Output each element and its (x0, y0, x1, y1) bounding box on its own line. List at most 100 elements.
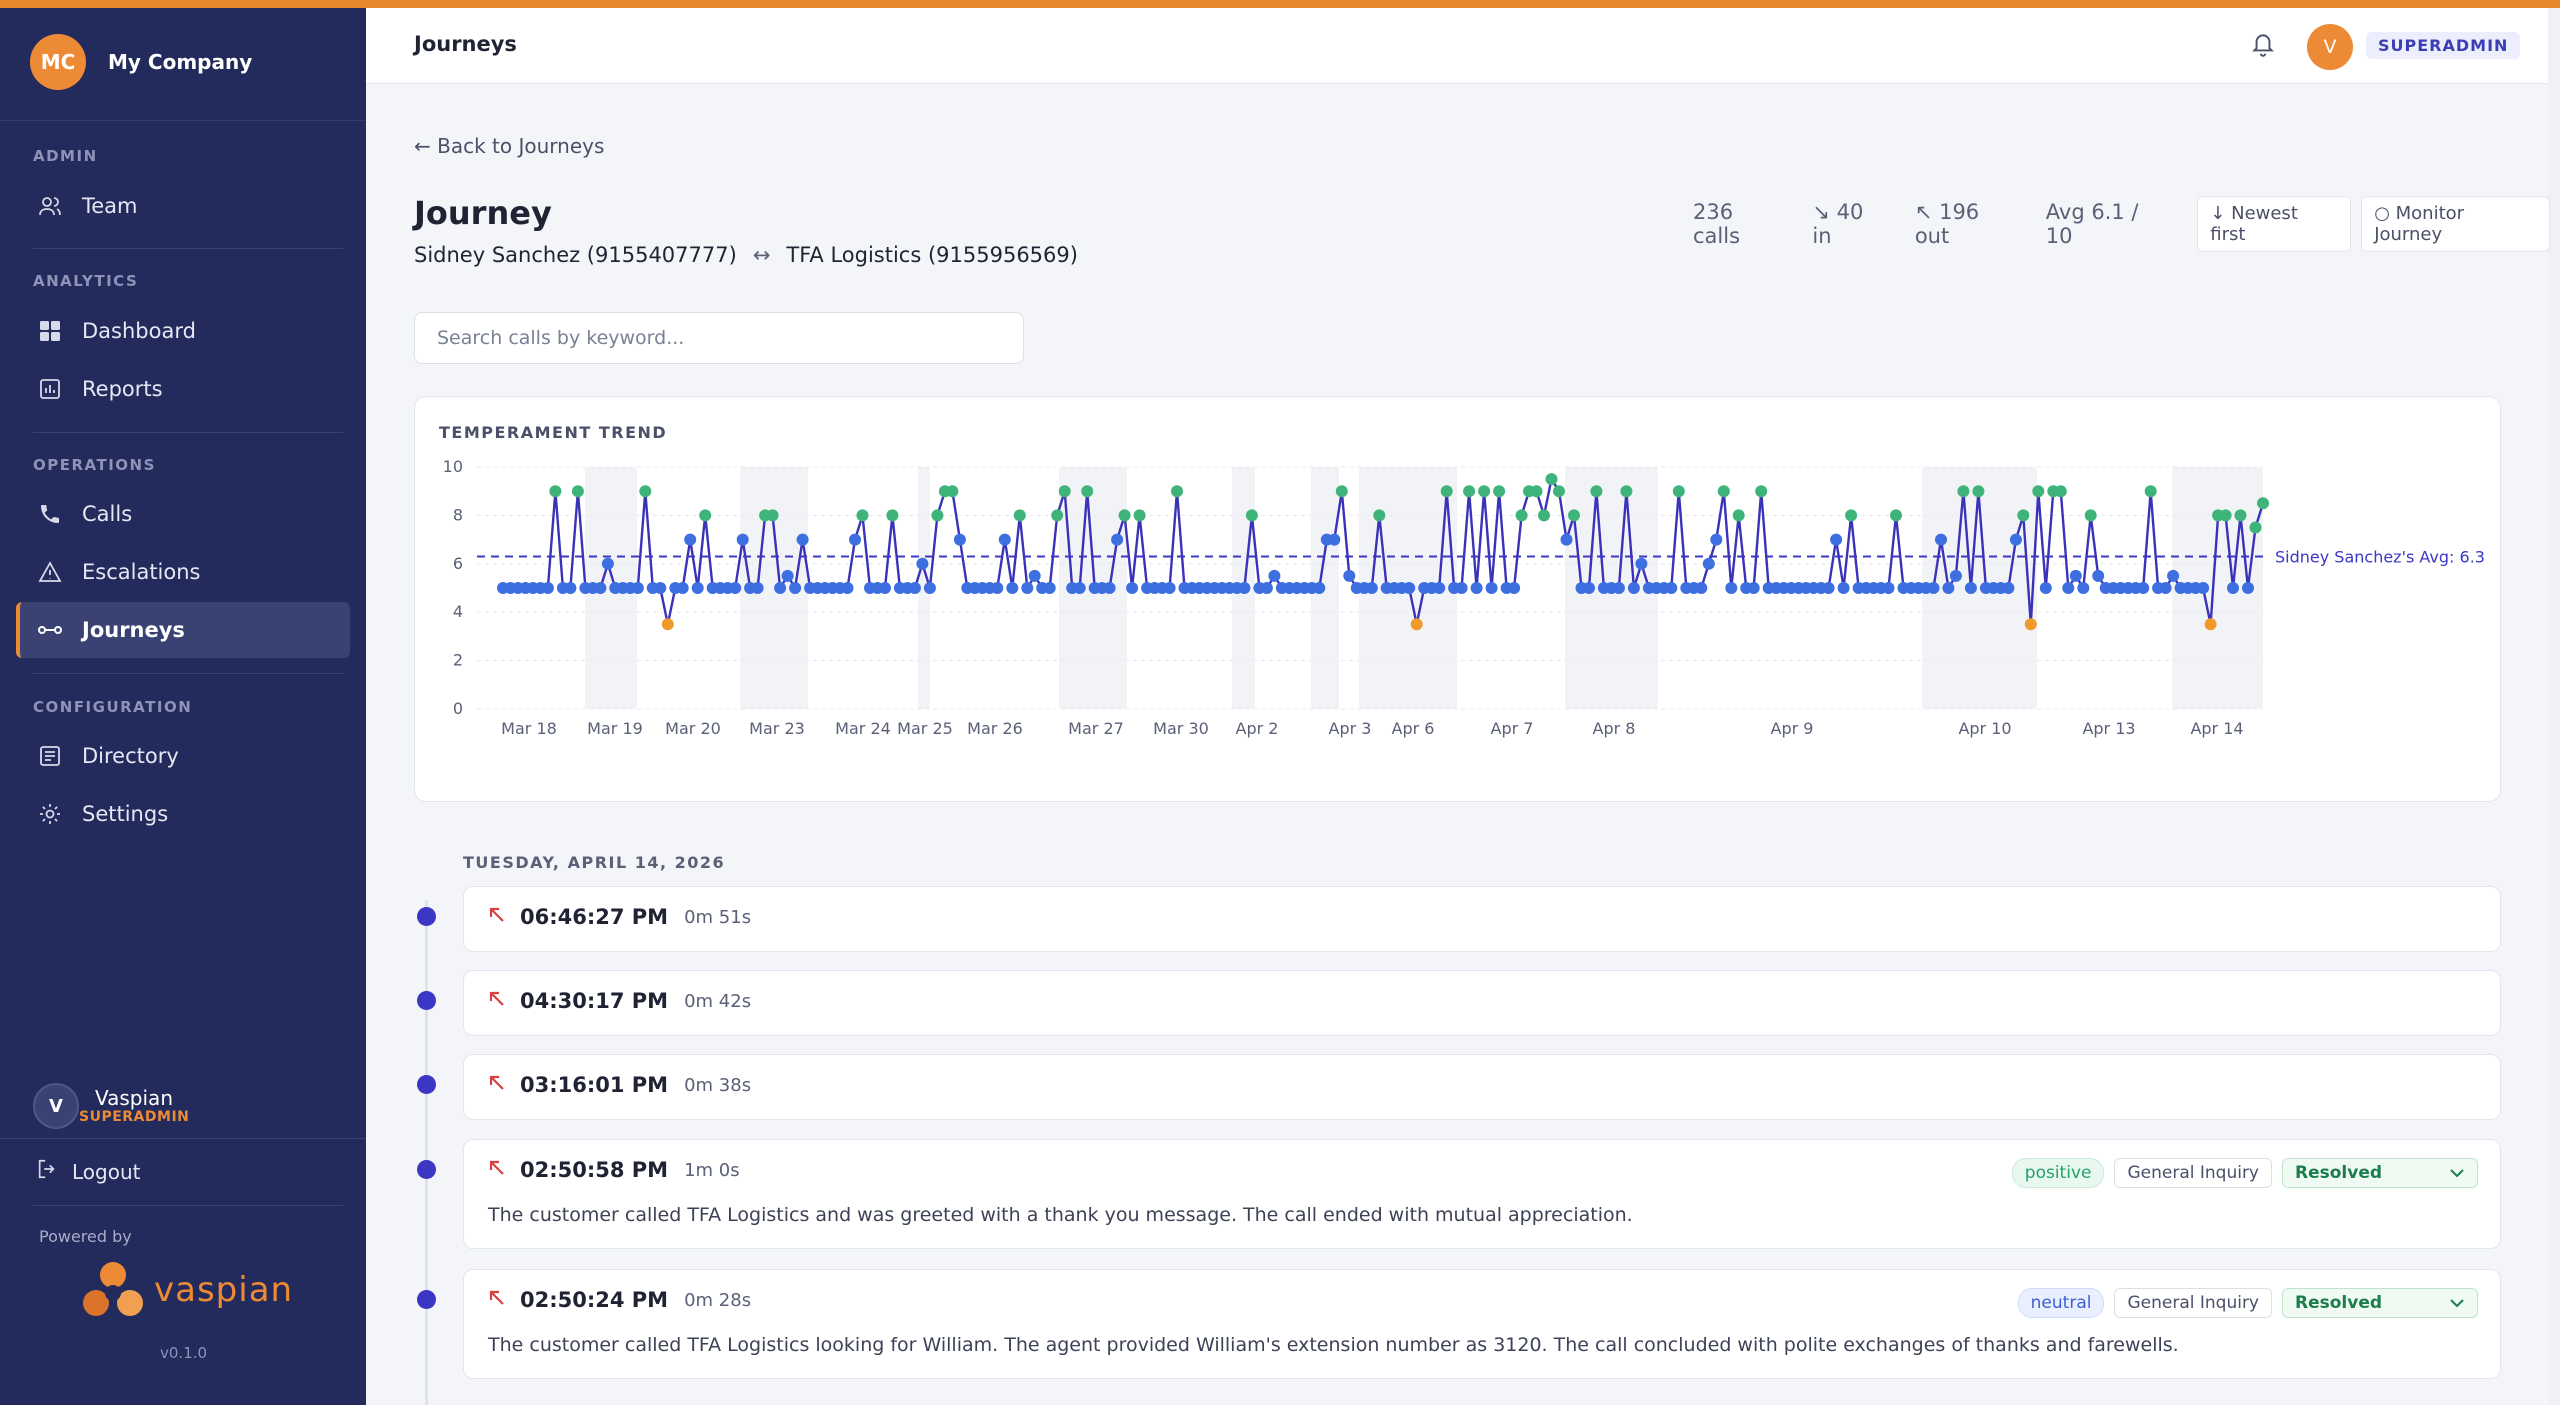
call-time: 02:50:24 PM (520, 1288, 669, 1312)
company-brand[interactable]: MC My Company (30, 34, 252, 90)
y-tick-label: 10 (443, 457, 463, 476)
monitor-journey-button[interactable]: ○ Monitor Journey (2361, 196, 2550, 252)
data-point (1073, 582, 1086, 594)
data-point (1268, 569, 1281, 582)
data-point (916, 557, 929, 570)
status-select[interactable]: Resolved (2282, 1158, 2478, 1188)
data-point (676, 582, 689, 594)
y-tick-label: 2 (453, 651, 463, 670)
call-card[interactable]: 03:16:01 PM 0m 38s (463, 1054, 2501, 1120)
journey-icon (36, 616, 64, 644)
role-badge: SUPERADMIN (2366, 32, 2521, 59)
data-point (549, 485, 562, 498)
timeline-line (425, 900, 428, 1405)
user-name: Vaspian (95, 1086, 173, 1110)
call-duration: 0m 51s (684, 906, 752, 928)
current-user[interactable]: V Vaspian SUPERADMIN (33, 1083, 189, 1129)
sidebar-item-directory[interactable]: Directory (16, 728, 350, 784)
scrollbar[interactable] (2548, 8, 2560, 1405)
grid-icon (36, 317, 64, 345)
x-tick-label: Apr 8 (1593, 719, 1636, 738)
data-point (2002, 582, 2015, 594)
data-point (2032, 485, 2045, 498)
back-to-journeys-link[interactable]: ← Back to Journeys (414, 134, 605, 158)
data-point (1732, 509, 1745, 522)
data-point (991, 582, 1004, 594)
sentiment-badge: neutral (2017, 1288, 2105, 1318)
data-point (923, 582, 936, 594)
call-card[interactable]: 04:30:17 PM 0m 42s (463, 970, 2501, 1036)
data-point (1822, 582, 1835, 594)
sidebar-item-settings[interactable]: Settings (16, 786, 350, 842)
data-point (2204, 618, 2217, 631)
page-header: Journeys V SUPERADMIN (366, 8, 2560, 84)
sidebar-divider (33, 432, 343, 433)
chevron-down-icon (2449, 1293, 2465, 1313)
data-point (1335, 485, 1348, 498)
company-avatar: MC (30, 34, 86, 90)
call-card[interactable]: 02:50:24 PM 0m 28s neutral General Inquir… (463, 1269, 2501, 1379)
sidebar-item-label: Journeys (82, 618, 185, 642)
call-card[interactable]: 06:46:27 PM 0m 51s (463, 886, 2501, 952)
logout-button[interactable]: Logout (36, 1158, 140, 1185)
circle-icon: ○ (2374, 203, 2390, 224)
section-analytics: ANALYTICS (33, 272, 139, 290)
data-point (908, 582, 921, 594)
sidebar-item-reports[interactable]: Reports (16, 361, 350, 417)
powered-by: Powered by (39, 1227, 132, 1246)
x-tick-label: Mar 30 (1153, 719, 1209, 738)
journey-stats: 236 calls ↘ 40 in ↖ 196 out Avg 6.1 / 10… (1693, 196, 2560, 252)
sidebar-item-escalations[interactable]: Escalations (16, 544, 350, 600)
phone-icon (36, 500, 64, 528)
timeline-dot (417, 907, 436, 926)
sidebar-item-calls[interactable]: Calls (16, 486, 350, 542)
data-point (699, 509, 712, 522)
outbound-call-icon (488, 1289, 506, 1311)
data-point (1006, 582, 1019, 594)
data-point (1560, 533, 1573, 546)
sidebar-divider (33, 248, 343, 249)
data-point (1245, 509, 1258, 522)
sidebar-item-label: Settings (82, 802, 169, 826)
data-point (2242, 582, 2254, 594)
status-value: Resolved (2295, 1163, 2383, 1183)
x-tick-label: Mar 24 (835, 719, 891, 738)
status-select[interactable]: Resolved (2282, 1288, 2478, 1318)
sidebar-item-journeys[interactable]: Journeys (16, 602, 350, 658)
header-avatar[interactable]: V (2307, 24, 2353, 70)
user-role: SUPERADMIN (79, 1109, 190, 1125)
timeline-dot (417, 1290, 436, 1309)
data-point (774, 582, 787, 594)
data-point (1365, 582, 1378, 594)
data-point (1126, 582, 1139, 594)
bell-icon[interactable] (2250, 30, 2276, 62)
sidebar-item-dashboard[interactable]: Dashboard (16, 303, 350, 359)
logo-text: vaspian (154, 1270, 294, 1310)
data-point (1942, 582, 1955, 594)
x-tick-label: Apr 10 (1958, 719, 2011, 738)
x-tick-label: Mar 25 (897, 719, 953, 738)
data-point (601, 557, 614, 570)
gear-icon (36, 800, 64, 828)
call-card[interactable]: 02:50:58 PM 1m 0s positive General Inquir… (463, 1139, 2501, 1249)
section-configuration: CONFIGURATION (33, 698, 193, 716)
sidebar-item-label: Calls (82, 502, 133, 526)
data-point (1478, 485, 1491, 498)
data-point (1935, 533, 1947, 546)
data-point (1672, 485, 1685, 498)
data-point (879, 582, 891, 594)
data-point (736, 533, 749, 546)
data-point (691, 582, 704, 594)
data-point (1313, 582, 1326, 594)
sidebar-item-team[interactable]: Team (16, 178, 350, 234)
data-point (1133, 509, 1146, 522)
data-point (2009, 533, 2022, 546)
outbound-call-icon (488, 1159, 506, 1181)
sort-newest-button[interactable]: ↓ Newest first (2197, 196, 2352, 252)
data-point (2137, 582, 2150, 594)
timeline-dot (417, 991, 436, 1010)
data-point (886, 509, 899, 522)
sidebar-divider (0, 1138, 366, 1139)
data-point (1171, 485, 1183, 498)
search-input[interactable] (414, 312, 1024, 364)
